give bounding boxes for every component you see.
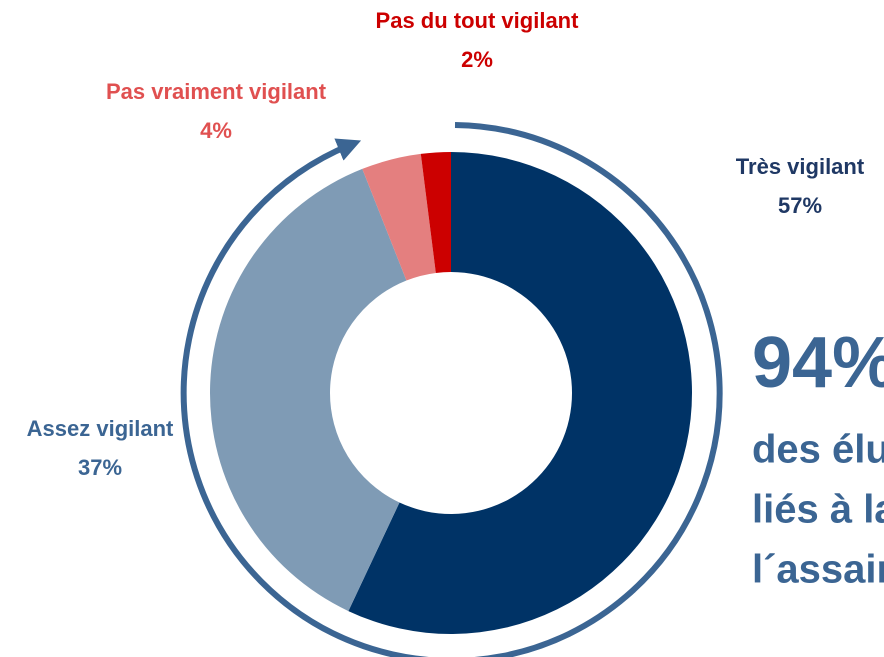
value-label: 4% <box>200 118 232 143</box>
wedge <box>348 152 693 634</box>
wedge <box>210 168 407 612</box>
wedge <box>362 153 436 281</box>
category-label: Très vigilant <box>736 154 865 179</box>
value-label: 2% <box>461 47 493 72</box>
annotation-figure: 94% <box>752 323 884 403</box>
wedge <box>420 152 451 273</box>
donut <box>210 152 693 634</box>
value-label: 57% <box>778 193 822 218</box>
annotation-line: liés à la <box>752 488 884 532</box>
category-label: Pas du tout vigilant <box>376 8 580 33</box>
annotation-line: des élu <box>752 428 884 472</box>
cycle-arrow <box>180 122 723 657</box>
category-label: Assez vigilant <box>27 416 174 441</box>
value-label: 37% <box>78 455 122 480</box>
category-label: Pas vraiment vigilant <box>106 79 327 104</box>
annotation-line: l´assain <box>752 548 884 592</box>
